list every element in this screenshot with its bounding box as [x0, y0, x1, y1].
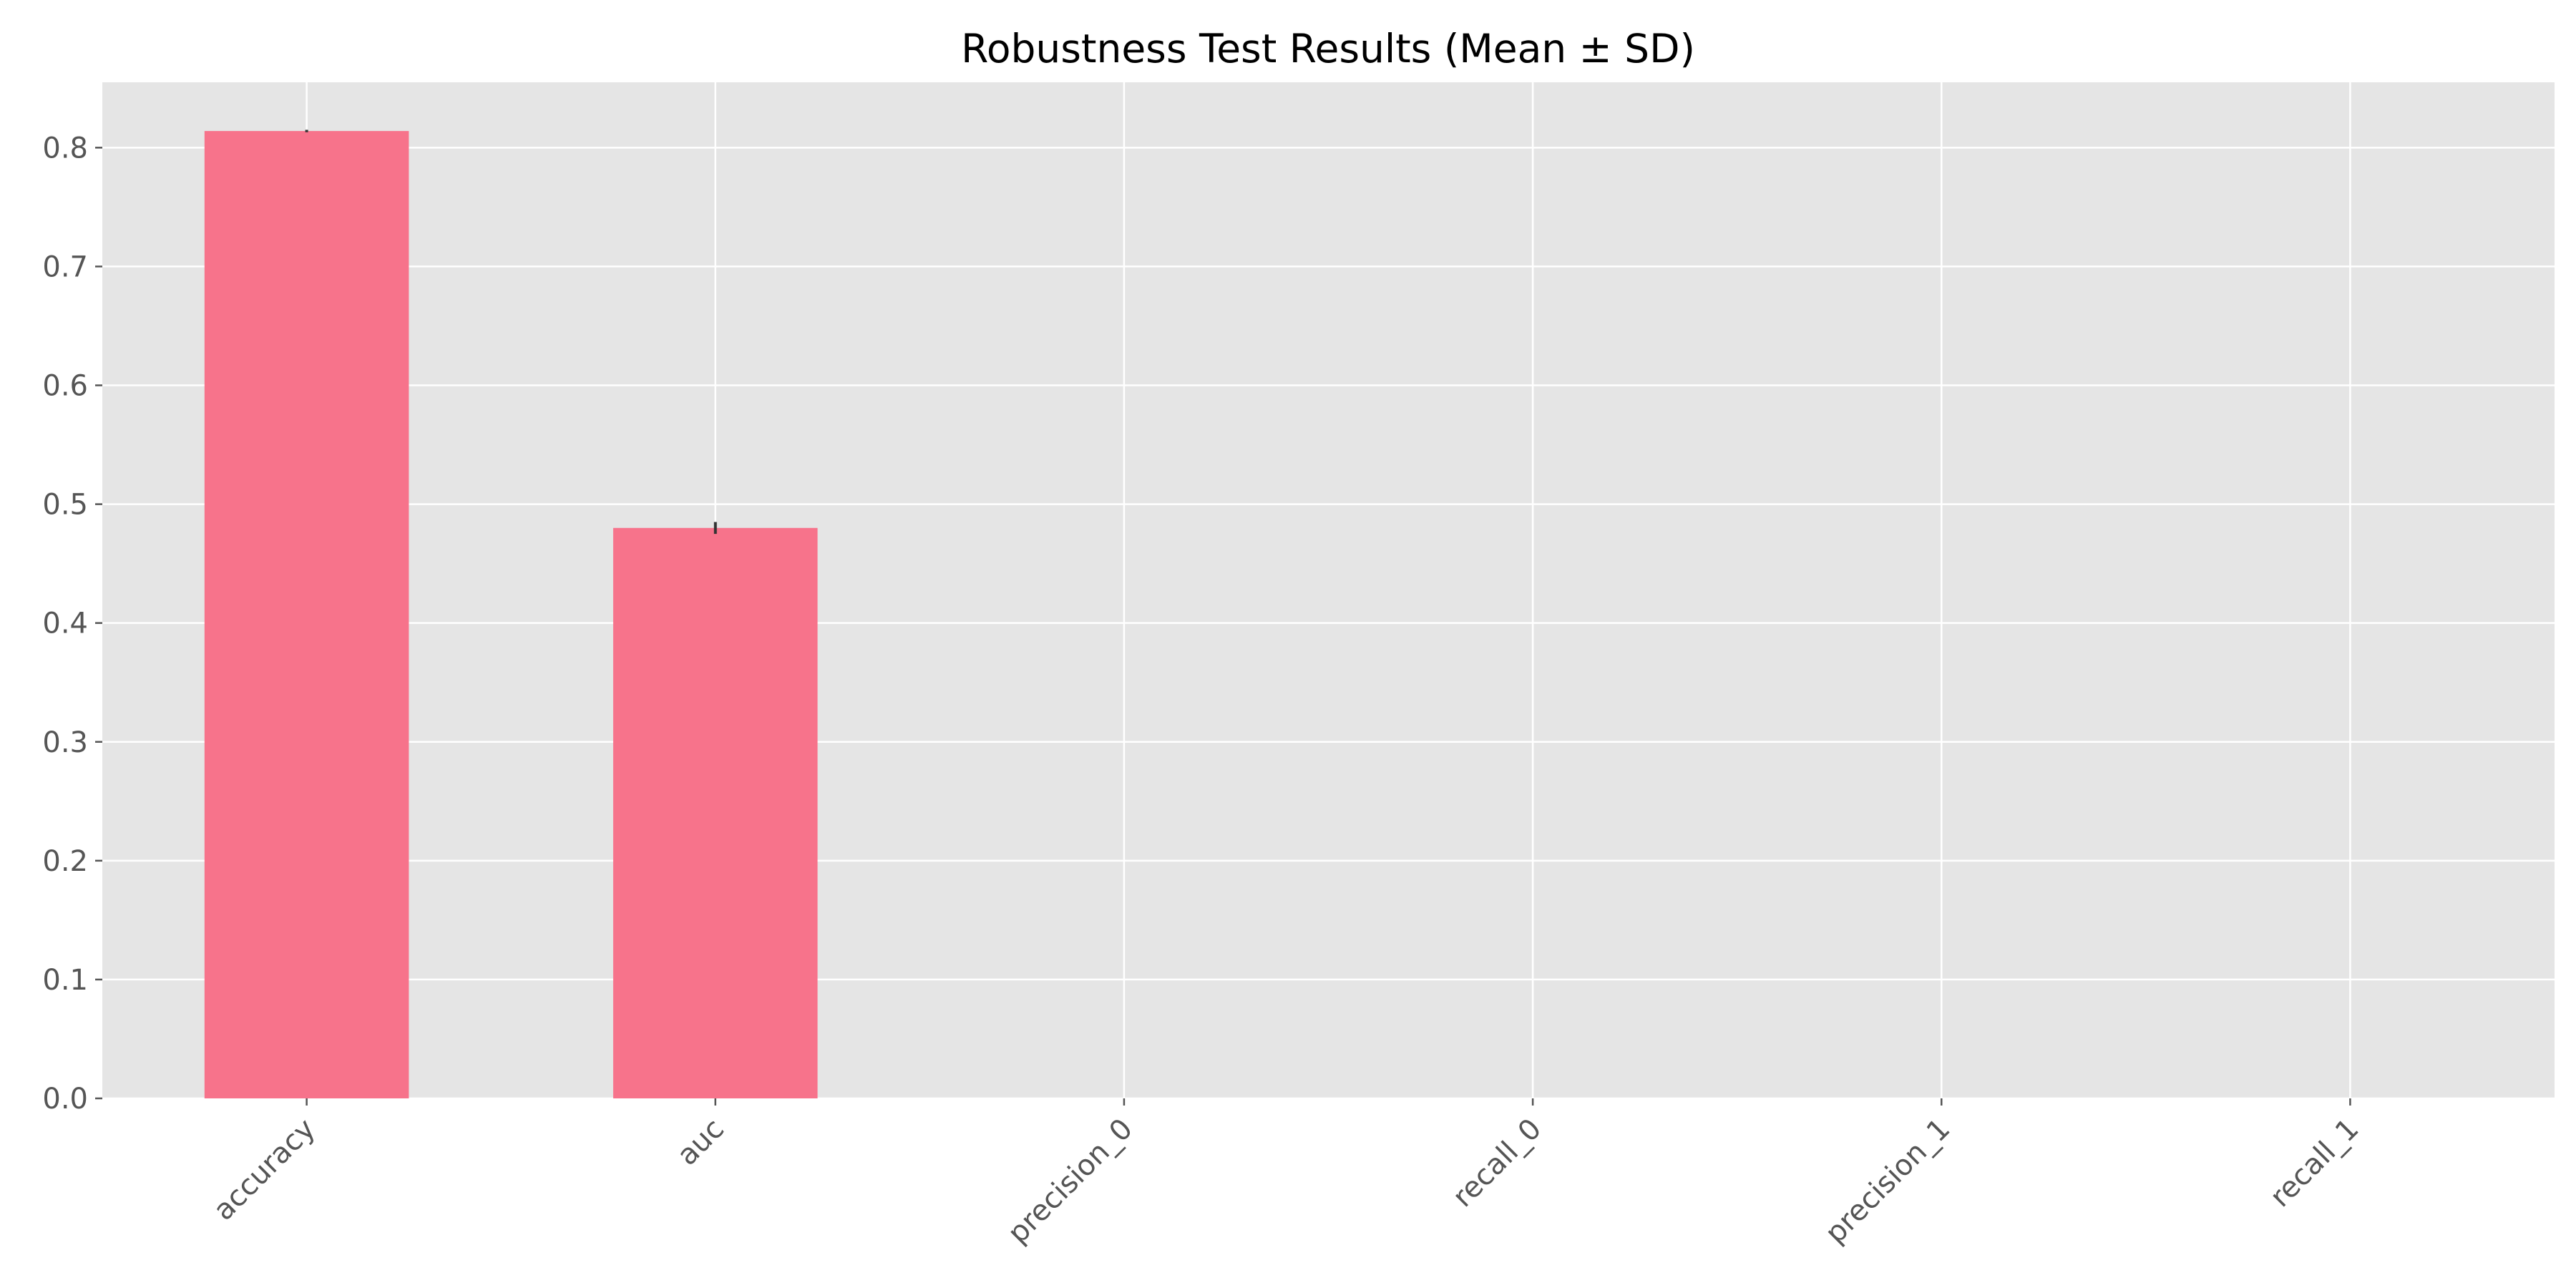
x-tick-label-precision_0: precision_0 — [1002, 1113, 1139, 1250]
grid-lines — [102, 82, 2555, 1100]
chart-title: Robustness Test Results (Mean ± SD) — [961, 26, 1695, 72]
y-tick-label-7: 0.7 — [42, 250, 88, 283]
x-tick-label-accuracy: accuracy — [208, 1113, 322, 1227]
x-tick-label-recall_1: recall_1 — [2264, 1113, 2366, 1214]
bar-auc — [613, 527, 818, 1098]
y-tick-label-5: 0.5 — [42, 489, 88, 522]
x-tick-label-recall_0: recall_0 — [1446, 1113, 1548, 1214]
x-axis: accuracy auc precision_0 recall_0 precision_… — [208, 1098, 2366, 1250]
y-tick-label-8: 0.8 — [42, 132, 88, 165]
y-tick-label-4: 0.4 — [42, 608, 88, 640]
y-tick-label-0: 0.0 — [42, 1083, 88, 1116]
y-tick-label-2: 0.2 — [42, 845, 88, 878]
bars — [204, 131, 818, 1099]
plot-background — [102, 82, 2555, 1098]
error-bars — [305, 130, 717, 535]
x-tick-label-precision_1: precision_1 — [1819, 1113, 1956, 1250]
y-tick-label-6: 0.6 — [42, 370, 88, 403]
y-axis: 0.0 0.1 0.2 0.3 0.4 0.5 0.6 0.7 0.8 — [42, 132, 102, 1116]
y-tick-label-1: 0.1 — [42, 964, 88, 997]
bar-accuracy — [204, 131, 409, 1099]
x-tick-label-auc: auc — [670, 1113, 730, 1172]
y-tick-label-3: 0.3 — [42, 726, 88, 759]
